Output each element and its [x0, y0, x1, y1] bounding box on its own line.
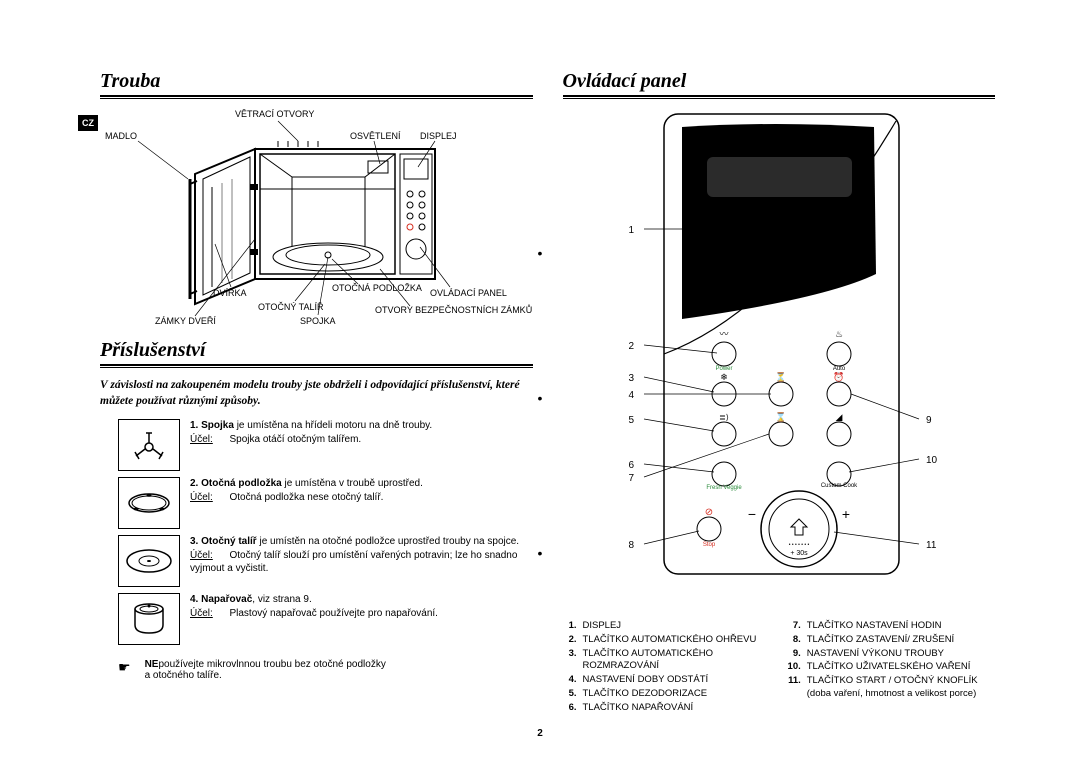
svg-text:8: 8 [628, 540, 634, 551]
control-panel-svg: 〰Power ♨Auto ❄ ⏳ ⏰ ≣⟩ ⌛ ◢ Fresh Veggie C… [574, 109, 984, 589]
svg-text:5: 5 [628, 415, 634, 426]
heading-prislusenstvi: Příslušenství [100, 339, 533, 362]
oven-diagram: VĚTRACÍ OTVORY MADLO OSVĚTLENÍ DISPLEJ D… [100, 109, 533, 339]
panel-legend: 1.DISPLEJ 2.TLAČÍTKO AUTOMATICKÉHO OHŘEV… [563, 620, 996, 716]
svg-text:3: 3 [628, 373, 634, 384]
page: CZ • • • Trouba [0, 0, 1080, 763]
left-column: Trouba [100, 70, 533, 723]
svg-text:Stop: Stop [703, 542, 716, 548]
accessory-row: 4. Napařovač, viz strana 9. Účel: Plasto… [100, 593, 533, 645]
svg-text:10: 10 [926, 455, 938, 466]
accessory-row: 1. Spojka je umístěna na hřídeli motoru … [100, 419, 533, 471]
legend-col-right: 7.TLAČÍTKO NASTAVENÍ HODIN 8.TLAČÍTKO ZA… [787, 620, 995, 716]
svg-text:• • • • • • •: • • • • • • • [788, 542, 809, 548]
accessories-intro: V závislosti na zakoupeném modelu trouby… [100, 378, 533, 409]
svg-text:−: − [748, 506, 756, 522]
svg-text:1: 1 [628, 225, 634, 236]
divider-dot: • [538, 390, 543, 406]
accessory-row: 3. Otočný talíř je umístěn na otočné pod… [100, 535, 533, 587]
svg-text:≣⟩: ≣⟩ [719, 413, 729, 422]
page-number: 2 [537, 728, 543, 739]
svg-text:♨: ♨ [835, 329, 843, 339]
ring-icon [118, 477, 180, 529]
svg-text:11: 11 [926, 540, 937, 551]
svg-text:9: 9 [926, 415, 932, 426]
accessory-row: 2. Otočná podložka je umístěna v troubě … [100, 477, 533, 529]
warning-note: ☛ NEpoužívejte mikrovlnnou troubu bez ot… [100, 659, 533, 681]
svg-text:◢: ◢ [835, 412, 842, 422]
svg-text:⊘: ⊘ [705, 507, 713, 518]
steamer-icon [118, 593, 180, 645]
divider-dot: • [538, 245, 543, 261]
turntable-icon [118, 535, 180, 587]
svg-text:Custom Cook: Custom Cook [821, 483, 858, 489]
svg-text:❄: ❄ [720, 372, 728, 382]
heading-panel: Ovládací panel [563, 70, 996, 93]
svg-text:+ 30s: + 30s [790, 550, 808, 557]
svg-text:⌛: ⌛ [775, 411, 786, 422]
svg-text:6: 6 [628, 460, 634, 471]
svg-text:〰: 〰 [719, 329, 728, 339]
note-pointer-icon: ☛ [118, 659, 131, 681]
right-column: Ovládací panel 〰Power ♨Auto ❄ ⏳ [563, 70, 996, 723]
legend-col-left: 1.DISPLEJ 2.TLAČÍTKO AUTOMATICKÉHO OHŘEV… [563, 620, 771, 716]
heading-trouba: Trouba [100, 70, 533, 93]
coupler-icon [118, 419, 180, 471]
svg-text:Fresh Veggie: Fresh Veggie [706, 485, 742, 491]
divider-dot: • [538, 545, 543, 561]
svg-text:7: 7 [628, 473, 634, 484]
svg-text:+: + [842, 506, 850, 522]
lang-tag: CZ [78, 115, 98, 131]
svg-text:⏳: ⏳ [775, 371, 786, 382]
svg-text:4: 4 [628, 390, 634, 401]
control-panel-diagram: 〰Power ♨Auto ❄ ⏳ ⏰ ≣⟩ ⌛ ◢ Fresh Veggie C… [563, 109, 996, 604]
oven-leader-lines [100, 109, 530, 339]
svg-text:2: 2 [628, 341, 634, 352]
svg-text:⏰: ⏰ [833, 371, 844, 382]
